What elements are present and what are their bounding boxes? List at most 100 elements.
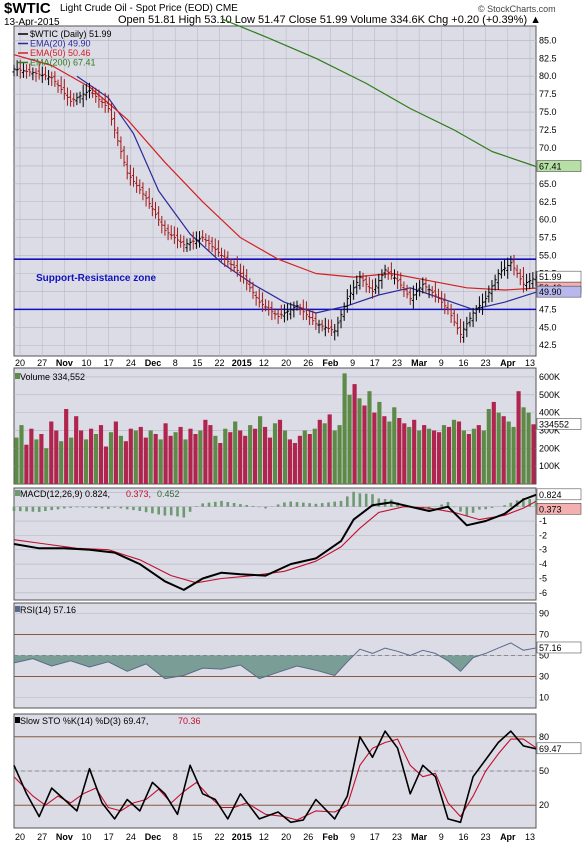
volume-bar (113, 421, 118, 484)
macd-histogram-bar (534, 500, 538, 507)
macd-histogram-bar (94, 506, 98, 508)
volume-legend-swatch (15, 373, 20, 379)
x-tick-label-top: 27 (37, 358, 47, 368)
volume-bar (357, 398, 362, 484)
x-tick-label-bottom: 10 (82, 832, 92, 842)
volume-bar (208, 425, 213, 484)
signal-value-tag-box (536, 503, 582, 515)
x-tick-label-top: Nov (56, 358, 73, 368)
price-tick-label: 62.5 (539, 197, 557, 207)
volume-bar (183, 439, 188, 484)
price-legend-item: EMA(50) 50.46 (30, 48, 91, 58)
macd-legend-main: MACD(12,26,9) 0.824, (20, 489, 110, 499)
x-tick-label-top: 23 (392, 358, 402, 368)
symbol-title: $WTIC (4, 0, 51, 17)
macd-histogram-bar (276, 504, 280, 507)
volume-bar (307, 434, 312, 484)
macd-histogram-bar (295, 502, 299, 507)
x-tick-label-bottom: Apr (500, 832, 516, 842)
volume-bar (372, 412, 377, 484)
macd-histogram-bar (320, 503, 324, 507)
volume-bar (481, 430, 486, 484)
macd-histogram-bar (163, 506, 167, 516)
price-tick-label: 72.5 (539, 125, 557, 135)
x-tick-label-top: 17 (370, 358, 380, 368)
x-tick-label-top: 20 (15, 358, 25, 368)
volume-bar (118, 435, 123, 484)
macd-tick-label: -6 (539, 588, 547, 598)
macd-histogram-bar (251, 505, 255, 507)
volume-bar (253, 428, 258, 484)
volume-bar (223, 428, 228, 484)
x-tick-label-bottom: 17 (370, 832, 380, 842)
macd-histogram-bar (484, 506, 487, 510)
macd-tick-label: -4 (539, 559, 547, 569)
volume-bar (49, 421, 54, 484)
volume-bar (322, 423, 327, 484)
rsi-title: RSI(14) 57.16 (20, 605, 76, 615)
macd-histogram-bar (446, 502, 450, 507)
volume-bar (108, 432, 114, 484)
macd-histogram-bar (214, 501, 217, 507)
x-tick-label-top: 10 (82, 358, 92, 368)
price-panel: 42.545.047.550.052.555.057.560.062.565.0… (12, 18, 582, 357)
volume-bar (287, 439, 292, 484)
x-tick-label-bottom: 12 (259, 832, 269, 842)
x-tick-label-bottom: 13 (525, 832, 535, 842)
volume-bar (446, 426, 452, 484)
x-tick-label-top: Apr (500, 358, 516, 368)
price-tick-label: 65.0 (539, 179, 557, 189)
volume-bar (387, 421, 392, 484)
volume-bar (74, 416, 79, 484)
macd-tick-label: -2 (539, 530, 547, 540)
rsi-oversold-fill (14, 655, 536, 679)
macd-histogram-bar (151, 506, 154, 514)
volume-bar (352, 384, 357, 484)
macd-histogram-bar (44, 506, 47, 511)
volume-bar (258, 416, 263, 484)
price-tick-label: 80.0 (539, 71, 557, 81)
macd-histogram-bar (465, 506, 469, 516)
volume-bar (332, 430, 337, 484)
sto-tick-label: 80 (539, 732, 549, 742)
x-tick-label-top: 16 (458, 358, 468, 368)
macd-histogram-bar (522, 498, 525, 507)
volume-bar (103, 446, 109, 484)
x-tick-label-top: 20 (281, 358, 291, 368)
volume-bar (168, 435, 173, 484)
macd-histogram-bar (50, 506, 53, 511)
x-tick-label-bottom: 16 (458, 832, 468, 842)
x-tick-label-top: 23 (481, 358, 491, 368)
macd-histogram-bar (364, 493, 368, 507)
volume-bar (466, 434, 471, 484)
price-tick-label: 77.5 (539, 89, 557, 99)
macd-histogram-bar (371, 494, 374, 507)
macd-histogram-bar (125, 506, 129, 510)
macd-histogram-bar (69, 506, 72, 508)
x-tick-label-top: 12 (259, 358, 269, 368)
volume-bar (397, 418, 402, 484)
x-tick-label-bottom: 22 (215, 832, 225, 842)
volume-bar (382, 416, 387, 484)
volume-bar (193, 434, 198, 484)
x-tick-label-bottom: 26 (303, 832, 313, 842)
volume-bar (337, 425, 342, 484)
signal-value-tag: 0.373 (539, 504, 562, 514)
x-tick-label-top: 22 (215, 358, 225, 368)
ohlc-summary: Open 51.81 High 53.10 Low 51.47 Close 51… (118, 14, 542, 26)
volume-bar (491, 401, 496, 484)
sto-value-tag-box (536, 742, 582, 755)
macd-histogram-bar (144, 506, 148, 513)
macd-histogram-bar (195, 506, 198, 507)
macd-histogram-bar (31, 506, 35, 512)
macd-histogram-bar (88, 506, 91, 508)
macd-histogram-bar (138, 506, 142, 511)
volume-bar (496, 412, 501, 484)
macd-histogram-bar (503, 505, 506, 507)
volume-bar (277, 419, 283, 484)
sto-legend-swatch (15, 717, 20, 723)
sto-tick-label: 20 (539, 800, 549, 810)
macd-tick-label: -1 (539, 516, 547, 526)
price-background (13, 25, 537, 357)
support-resistance-label: Support-Resistance zone (36, 273, 156, 284)
